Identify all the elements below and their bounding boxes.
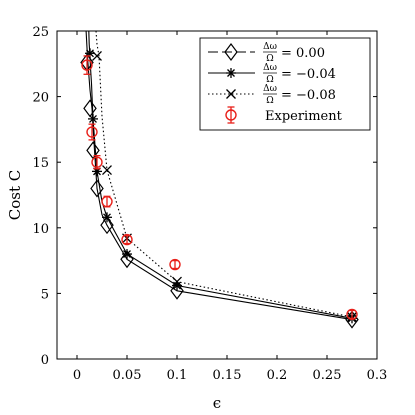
- legend-entry-s1: Δω Ω = −0.04: [208, 63, 336, 85]
- data-point-s1-stroke: [89, 114, 97, 123]
- legend-marker-sample: [224, 43, 238, 61]
- x-tick-label: 0.3: [367, 368, 388, 383]
- data-point-s0: [170, 281, 184, 300]
- series-markers: [80, 48, 359, 329]
- legend-marker-sample: [226, 89, 236, 99]
- x-axis-title: ϵ: [213, 394, 221, 412]
- legend-entry-exp: Experiment: [225, 106, 343, 124]
- y-tick-label: 15: [32, 156, 49, 171]
- y-axis-ticks: 0 5 10 15 20 25: [32, 25, 377, 368]
- legend-entry-s2: Δω Ω = −0.08: [208, 84, 336, 106]
- plot-frame: [56, 30, 378, 360]
- series-line-s2: [95, 31, 353, 318]
- legend-frac-numerator: Δω: [263, 63, 277, 73]
- legend-marker-sample: [225, 109, 237, 121]
- data-point-s2-stroke: [172, 276, 182, 287]
- legend-value-label: = −0.04: [281, 67, 336, 82]
- data-point-s1: [122, 249, 132, 260]
- data-point-s2: [102, 165, 112, 176]
- data-point-s1-stroke: [123, 250, 131, 258]
- data-point-exp: [81, 59, 93, 71]
- legend-frac-denominator: Ω: [266, 54, 273, 64]
- legend-label: Experiment: [265, 109, 343, 124]
- y-tick-label: 20: [32, 91, 49, 106]
- legend-marker-sample-stroke: [227, 69, 235, 77]
- legend-frac-numerator: Δω: [263, 84, 277, 94]
- x-tick-label: 0.1: [167, 368, 188, 383]
- y-tick-label: 25: [32, 25, 49, 40]
- legend-frac-numerator: Δω: [263, 42, 277, 52]
- legend-box: [199, 37, 371, 131]
- x-tick-label: 0.05: [113, 368, 142, 383]
- x-axis-ticks: 0 0.05 0.1 0.15 0.2 0.25 0.3: [73, 31, 387, 383]
- x-tick-label: 0.25: [313, 368, 342, 383]
- legend-marker-sample: [226, 68, 236, 78]
- data-point-s2-stroke: [92, 50, 102, 61]
- data-point-exp: [86, 126, 98, 138]
- legend-value-label: = 0.00: [281, 46, 325, 61]
- legend-marker-sample-stroke: [226, 89, 236, 99]
- legend-frac-denominator: Ω: [266, 75, 273, 85]
- y-tick-label: 10: [32, 222, 49, 237]
- data-point-exp: [101, 195, 113, 208]
- data-point-s0: [100, 216, 114, 235]
- data-point-exp: [121, 233, 133, 246]
- y-axis-title: Cost C: [6, 170, 24, 220]
- data-point-s2-stroke: [102, 165, 112, 176]
- legend-entry-s0: Δω Ω = 0.00: [208, 42, 325, 64]
- data-point-exp: [169, 258, 181, 271]
- y-tick-label: 0: [41, 353, 49, 368]
- legend-frac-denominator: Ω: [266, 96, 273, 106]
- data-point-s1: [88, 113, 98, 124]
- data-point-s2: [172, 276, 182, 287]
- x-tick-label: 0.2: [267, 368, 288, 383]
- data-point-s0: [90, 179, 104, 198]
- x-tick-label: 0.15: [213, 368, 242, 383]
- legend-value-label: = −0.08: [281, 88, 336, 103]
- data-point-s1: [102, 212, 112, 223]
- data-point-s1-stroke: [103, 213, 111, 222]
- y-tick-label: 5: [41, 287, 49, 302]
- data-point-s0: [120, 250, 134, 269]
- data-point-exp: [346, 308, 358, 321]
- data-point-s2: [92, 50, 102, 61]
- data-point-exp: [91, 156, 103, 168]
- x-tick-label: 0: [73, 368, 81, 383]
